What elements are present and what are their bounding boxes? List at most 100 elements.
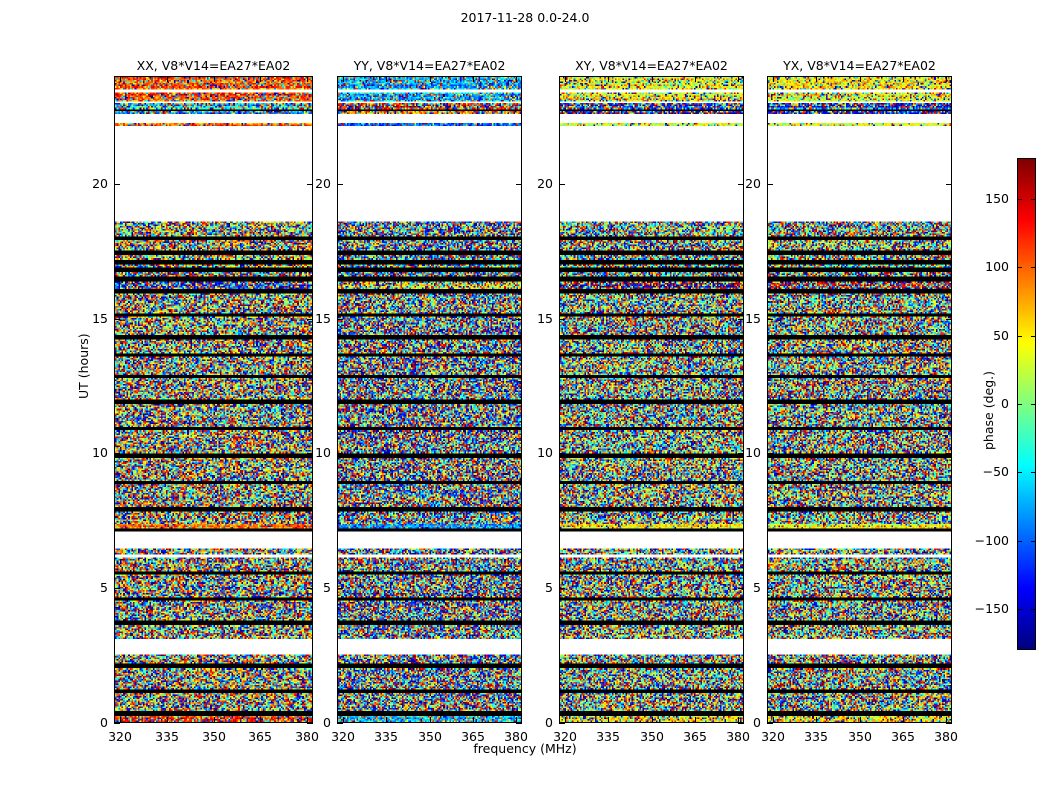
y-axis-tick-label: 0 bbox=[323, 715, 331, 730]
colorbar-tick bbox=[1017, 404, 1022, 405]
spectrum-panel-xx[interactable] bbox=[114, 76, 313, 723]
x-axis-tick bbox=[773, 76, 774, 82]
spectrum-image-xy bbox=[560, 77, 743, 722]
y-axis-tick bbox=[559, 319, 565, 320]
x-axis-tick bbox=[430, 76, 431, 82]
x-axis-tick bbox=[430, 717, 431, 723]
colorbar-tick-label: 0 bbox=[1001, 396, 1009, 411]
y-axis-tick bbox=[559, 184, 565, 185]
y-axis-tick bbox=[946, 723, 952, 724]
spectrum-image-xx bbox=[115, 77, 312, 722]
x-axis-tick bbox=[307, 717, 308, 723]
colorbar-tick bbox=[1017, 609, 1022, 610]
panel-title-xx: XX, V8*V14=EA27*EA02 bbox=[136, 58, 291, 73]
colorbar-tick bbox=[1017, 541, 1022, 542]
colorbar-tick-label: 100 bbox=[985, 259, 1009, 274]
x-axis-tick bbox=[816, 717, 817, 723]
x-axis-tick bbox=[695, 717, 696, 723]
y-axis-tick-label: 15 bbox=[92, 311, 108, 326]
y-axis-label: UT (hours) bbox=[76, 333, 91, 399]
x-axis-tick-label: 350 bbox=[848, 729, 872, 744]
figure-suptitle: 2017-11-28 0.0-24.0 bbox=[460, 10, 590, 25]
x-axis-tick bbox=[860, 76, 861, 82]
y-axis-tick bbox=[307, 453, 313, 454]
colorbar-tick-label: −50 bbox=[982, 464, 1009, 479]
panel-title-yy: YY, V8*V14=EA27*EA02 bbox=[353, 58, 506, 73]
y-axis-tick bbox=[946, 453, 952, 454]
y-axis-tick bbox=[767, 319, 773, 320]
x-axis-tick bbox=[565, 76, 566, 82]
colorbar-tick bbox=[1031, 267, 1036, 268]
x-axis-tick bbox=[167, 717, 168, 723]
spectrum-panel-xy[interactable] bbox=[559, 76, 744, 723]
y-axis-tick-label: 20 bbox=[315, 176, 331, 191]
x-axis-tick bbox=[860, 717, 861, 723]
x-axis-tick bbox=[214, 76, 215, 82]
y-axis-tick bbox=[767, 588, 773, 589]
y-axis-tick-label: 10 bbox=[537, 445, 553, 460]
x-axis-tick bbox=[307, 76, 308, 82]
y-axis-tick bbox=[738, 184, 744, 185]
y-axis-tick bbox=[738, 588, 744, 589]
colorbar-tick bbox=[1017, 336, 1022, 337]
colorbar-tick bbox=[1031, 199, 1036, 200]
y-axis-tick bbox=[559, 588, 565, 589]
y-axis-tick bbox=[114, 453, 120, 454]
y-axis-tick bbox=[559, 453, 565, 454]
colorbar-tick-label: −100 bbox=[974, 533, 1009, 548]
x-axis-tick-label: 380 bbox=[726, 729, 750, 744]
x-axis-tick-label: 335 bbox=[596, 729, 620, 744]
y-axis-tick bbox=[767, 453, 773, 454]
x-axis-tick bbox=[565, 717, 566, 723]
y-axis-tick-label: 5 bbox=[323, 580, 331, 595]
y-axis-tick bbox=[337, 453, 343, 454]
x-axis-tick bbox=[652, 717, 653, 723]
x-axis-tick-label: 350 bbox=[640, 729, 664, 744]
x-axis-tick-label: 335 bbox=[374, 729, 398, 744]
colorbar-gradient bbox=[1018, 159, 1035, 649]
colorbar-tick-label: −150 bbox=[974, 601, 1009, 616]
y-axis-tick bbox=[114, 319, 120, 320]
y-axis-tick-label: 5 bbox=[545, 580, 553, 595]
colorbar-tick bbox=[1017, 267, 1022, 268]
y-axis-tick bbox=[738, 723, 744, 724]
x-axis-tick bbox=[652, 76, 653, 82]
y-axis-tick bbox=[516, 588, 522, 589]
y-axis-tick bbox=[767, 723, 773, 724]
y-axis-tick bbox=[307, 723, 313, 724]
x-axis-tick bbox=[695, 76, 696, 82]
y-axis-tick bbox=[114, 184, 120, 185]
spectrum-panel-yx[interactable] bbox=[767, 76, 952, 723]
y-axis-tick-label: 15 bbox=[315, 311, 331, 326]
x-axis-tick bbox=[946, 717, 947, 723]
x-axis-tick bbox=[516, 717, 517, 723]
y-axis-tick bbox=[738, 453, 744, 454]
y-axis-tick bbox=[516, 723, 522, 724]
y-axis-tick bbox=[337, 588, 343, 589]
x-axis-tick bbox=[473, 717, 474, 723]
x-axis-tick bbox=[214, 717, 215, 723]
x-axis-tick-label: 365 bbox=[683, 729, 707, 744]
x-axis-tick bbox=[738, 717, 739, 723]
y-axis-tick bbox=[337, 723, 343, 724]
x-axis-tick-label: 335 bbox=[804, 729, 828, 744]
x-axis-tick bbox=[120, 717, 121, 723]
x-axis-tick bbox=[167, 76, 168, 82]
y-axis-tick bbox=[307, 319, 313, 320]
x-axis-tick bbox=[343, 717, 344, 723]
colorbar-tick bbox=[1031, 541, 1036, 542]
x-axis-tick-label: 320 bbox=[331, 729, 355, 744]
spectrum-panel-yy[interactable] bbox=[337, 76, 522, 723]
y-axis-tick bbox=[559, 723, 565, 724]
x-axis-tick bbox=[946, 76, 947, 82]
x-axis-tick bbox=[903, 717, 904, 723]
y-axis-tick bbox=[738, 319, 744, 320]
x-axis-tick-label: 380 bbox=[934, 729, 958, 744]
y-axis-tick-label: 15 bbox=[745, 311, 761, 326]
x-axis-tick bbox=[773, 717, 774, 723]
x-axis-tick bbox=[386, 717, 387, 723]
y-axis-tick-label: 10 bbox=[745, 445, 761, 460]
x-axis-tick-label: 380 bbox=[295, 729, 319, 744]
x-axis-tick bbox=[386, 76, 387, 82]
y-axis-tick bbox=[516, 453, 522, 454]
